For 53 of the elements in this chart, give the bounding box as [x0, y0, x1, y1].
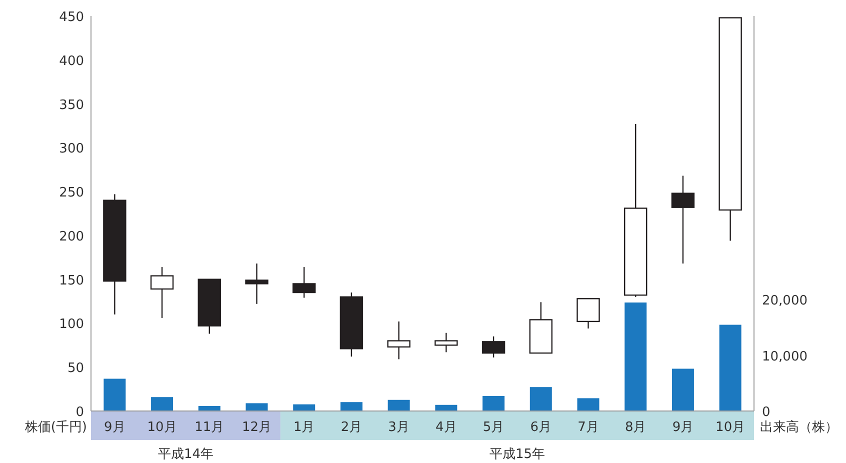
y-tick-label: 0: [76, 405, 84, 420]
x-tick-label: 2月: [340, 420, 362, 435]
y2-tick-label: 0: [762, 405, 770, 420]
bar: [198, 406, 220, 411]
bar: [151, 397, 174, 411]
candlestick: [292, 266, 316, 298]
y2-tick-label: 10,000: [762, 349, 808, 364]
candlestick: [576, 298, 600, 330]
bar: [719, 324, 742, 411]
x-tick-label: 5月: [482, 420, 504, 435]
candlestick: [150, 266, 174, 319]
y-tick-label: 50: [67, 361, 84, 376]
x-tick-label: 1月: [293, 420, 315, 435]
candlestick: [245, 262, 268, 305]
bar: [104, 378, 126, 411]
bar: [482, 396, 505, 411]
bar: [672, 368, 694, 411]
bar: [293, 404, 316, 411]
candlestick: [482, 336, 506, 358]
y-tick-label: 100: [59, 317, 84, 332]
x-tick-label: 8月: [624, 420, 646, 435]
y2-tick-label: 20,000: [762, 294, 808, 309]
text: 平成14年: [158, 447, 214, 462]
y2-axis-title: 出来高（株）: [760, 419, 838, 435]
candlestick: [671, 175, 695, 264]
y-tick-label: 200: [59, 229, 84, 244]
bar: [246, 403, 268, 411]
bar: [388, 400, 410, 411]
x-tick-label: 9月: [104, 420, 126, 435]
y-axis-title: 株価(千円): [24, 420, 87, 435]
y-tick-label: 450: [59, 10, 84, 25]
y-tick-label: 300: [59, 142, 84, 157]
bar: [577, 398, 600, 411]
y-tick-label: 400: [59, 54, 84, 69]
y-tick-label: 350: [59, 98, 84, 113]
x-tick-label: 3月: [388, 420, 410, 435]
candlestick: [387, 320, 410, 360]
bar: [624, 302, 647, 411]
candlestick: [434, 332, 458, 353]
x-tick-label: 12月: [242, 420, 272, 435]
y-tick-label: 250: [59, 186, 84, 201]
bar: [435, 404, 458, 411]
x-tick-label: 4月: [436, 420, 457, 435]
x-tick-label: 9月: [672, 420, 694, 435]
bar: [530, 387, 552, 411]
x-tick-label: 7月: [578, 420, 599, 435]
bar: [340, 402, 362, 411]
text: 平成15年: [489, 447, 545, 462]
x-tick-label: 10月: [147, 420, 177, 435]
x-tick-label: 11月: [194, 420, 224, 435]
x-tick-label: 6月: [530, 420, 552, 435]
y-tick-label: 150: [59, 273, 84, 288]
x-tick-label: 10月: [716, 420, 746, 435]
